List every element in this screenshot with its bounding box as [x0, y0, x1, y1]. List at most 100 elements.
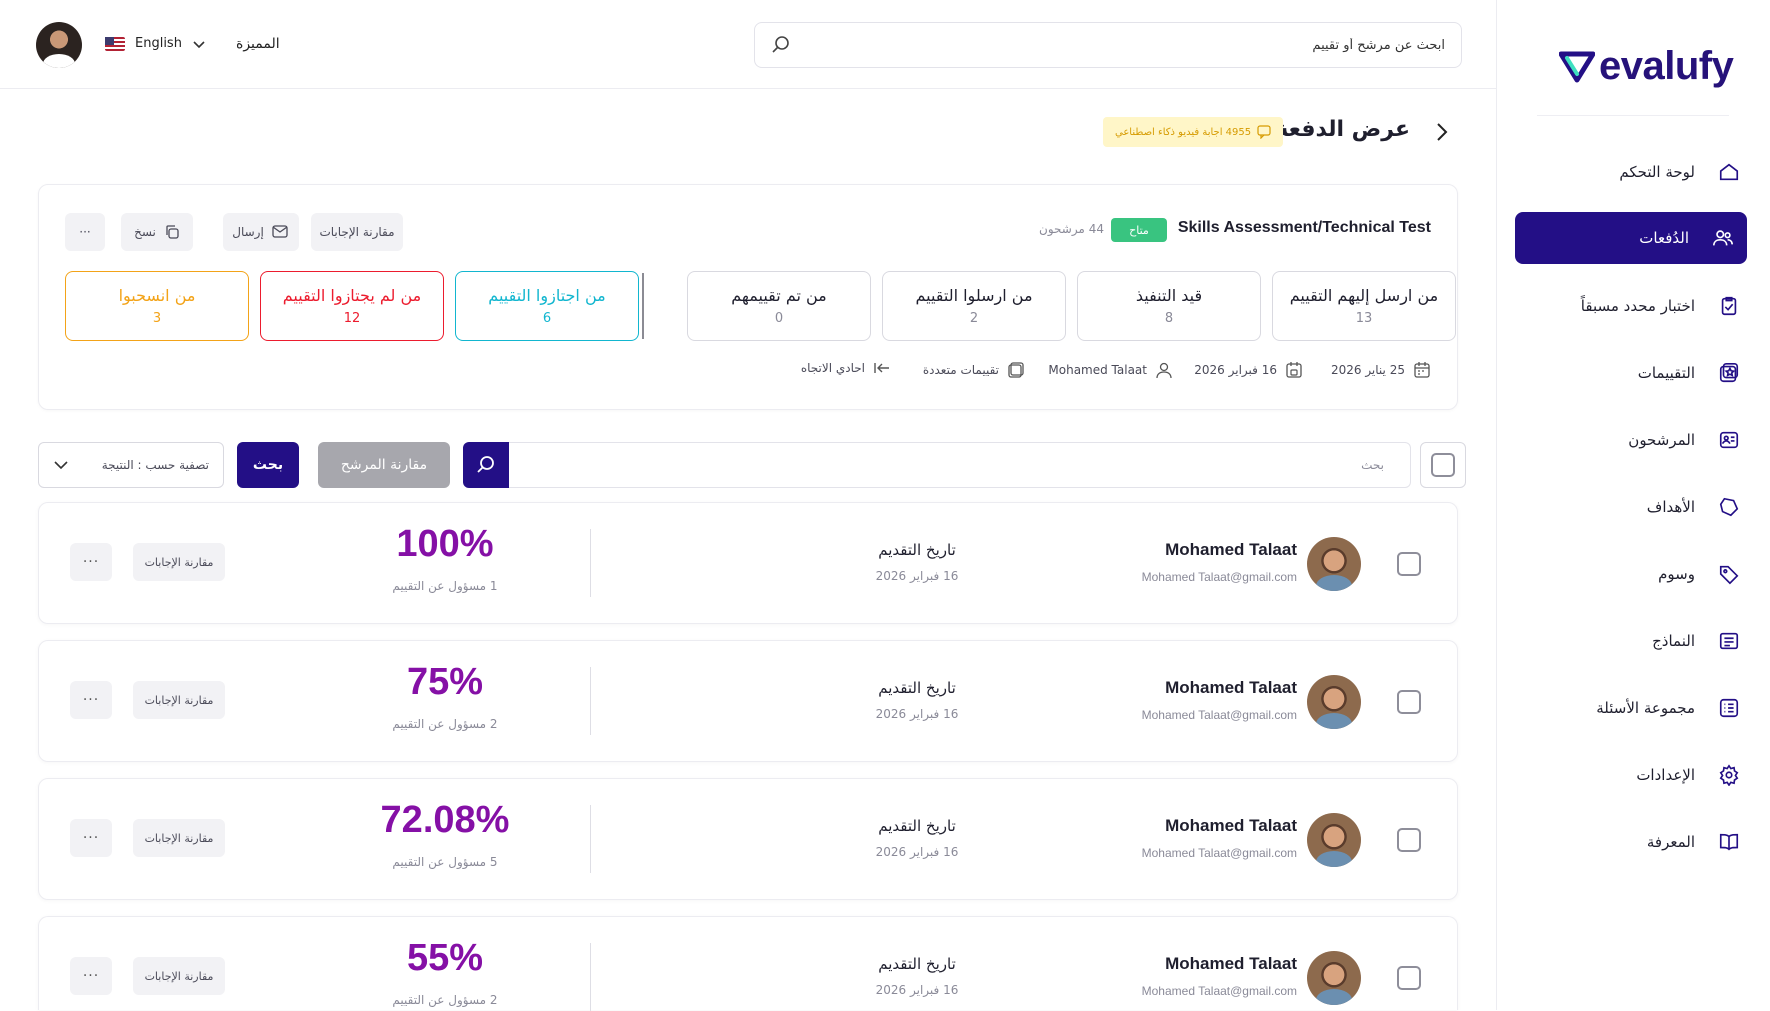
stat-passed[interactable]: من اجتازوا التقييم 6 — [455, 271, 639, 341]
sidebar-item-label: لوحة التحكم — [1619, 162, 1695, 181]
compare-answers-button[interactable]: مقارنة الإجابات — [133, 819, 225, 857]
more-actions-button[interactable]: ··· — [65, 213, 105, 251]
user-icon — [1156, 362, 1172, 379]
sort-label: تصفية حسب : النتيجة — [101, 458, 209, 472]
chevron-right-icon[interactable] — [1434, 121, 1450, 143]
sidebar-item-label: الأهداف — [1646, 497, 1695, 516]
ai-badge-text: 4955 اجابة فيديو ذكاء اصطناعي — [1115, 126, 1252, 138]
sidebar-item-goals[interactable]: الأهداف — [1497, 473, 1770, 540]
more-actions-button[interactable]: ··· — [70, 957, 112, 995]
global-search — [754, 22, 1462, 68]
stat-value: 13 — [1355, 311, 1373, 326]
end-date: 16 فبراير 2026 — [1194, 363, 1277, 377]
candidate-name[interactable]: Mohamed Talaat — [1165, 816, 1297, 835]
candidate-card[interactable]: Mohamed Talaat Mohamed Talaat@gmail.com … — [38, 502, 1458, 624]
compare-answers-button[interactable]: مقارنة الإجابات — [133, 957, 225, 995]
sidebar-item-assessments[interactable]: التقييمات — [1497, 339, 1770, 406]
stat-withdrawn[interactable]: من انسحبوا 3 — [65, 271, 249, 341]
sidebar-item-knowledge[interactable]: المعرفة — [1497, 808, 1770, 875]
sidebar-item-batches[interactable]: الدُفعات — [1515, 212, 1747, 264]
sidebar-item-settings[interactable]: الإعدادات — [1497, 741, 1770, 808]
more-actions-button[interactable]: ··· — [70, 681, 112, 719]
feature-link[interactable]: المميزة — [236, 36, 280, 52]
candidate-checkbox[interactable] — [1397, 690, 1421, 714]
candidate-card[interactable]: Mohamed Talaat Mohamed Talaat@gmail.com … — [38, 640, 1458, 762]
stat-submitted[interactable]: من ارسلوا التقييم 2 — [882, 271, 1066, 341]
candidate-card[interactable]: Mohamed Talaat Mohamed Talaat@gmail.com … — [38, 778, 1458, 900]
global-search-input[interactable] — [885, 37, 1445, 53]
sidebar-item-dashboard[interactable]: لوحة التحكم — [1497, 138, 1770, 205]
stat-sent[interactable]: من ارسل إليهم التقييم 13 — [1272, 271, 1456, 341]
sort-dropdown[interactable]: تصفية حسب : النتيجة — [38, 442, 224, 488]
compare-answers-button[interactable]: مقارنة الإجابات — [133, 681, 225, 719]
candidate-checkbox[interactable] — [1397, 966, 1421, 990]
sidebar-item-label: التقييمات — [1637, 363, 1695, 382]
users-icon — [1711, 226, 1735, 250]
stat-value: 3 — [152, 311, 162, 326]
candidate-card[interactable]: Mohamed Talaat Mohamed Talaat@gmail.com … — [38, 916, 1458, 1011]
checkbox[interactable] — [1431, 453, 1455, 477]
search-icon — [477, 456, 494, 473]
evaluators-count: 2 مسؤول عن التقييم — [392, 717, 498, 731]
search-icon[interactable] — [771, 35, 791, 55]
submission-date: 16 فبراير 2026 — [875, 983, 959, 997]
page-title: عرض الدفعة — [1275, 117, 1410, 142]
stat-label: من ارسلوا التقييم — [915, 286, 1033, 305]
candidate-checkbox[interactable] — [1397, 552, 1421, 576]
sidebar-item-predefined-test[interactable]: اختبار محدد مسبقاً — [1497, 272, 1770, 339]
stat-in-progress[interactable]: قيد التنفيذ 8 — [1077, 271, 1261, 341]
select-all-checkbox[interactable] — [1420, 442, 1466, 488]
copy-button[interactable]: نسخ — [121, 213, 193, 251]
tag-icon — [1717, 562, 1741, 586]
language-selector[interactable]: English — [105, 36, 206, 51]
stat-failed[interactable]: من لم يجتازوا التقييم 12 — [260, 271, 444, 341]
id-card-icon — [1717, 428, 1741, 452]
send-label: إرسال — [232, 225, 264, 239]
meta-owner: Mohamed Talaat — [1048, 361, 1173, 379]
more-actions-button[interactable]: ··· — [70, 819, 112, 857]
evaluators-count: 5 مسؤول عن التقييم — [392, 855, 498, 869]
compare-answers-button[interactable]: مقارنة الإجابات — [133, 543, 225, 581]
submission-date-label: تاريخ التقديم — [878, 817, 956, 835]
send-button[interactable]: إرسال — [223, 213, 299, 251]
candidate-name[interactable]: Mohamed Talaat — [1165, 540, 1297, 559]
calendar-icon — [1414, 362, 1430, 378]
sidebar-item-question-bank[interactable]: مجموعة الأسئلة — [1497, 674, 1770, 741]
candidate-score: 72.08% — [380, 799, 510, 841]
candidate-count: 44 مرشحون — [1039, 222, 1104, 236]
submission-date-label: تاريخ التقديم — [878, 955, 956, 973]
us-flag-icon — [105, 36, 125, 51]
owner-name: Mohamed Talaat — [1048, 363, 1147, 377]
sidebar-item-forms[interactable]: النماذج — [1497, 607, 1770, 674]
user-avatar[interactable] — [36, 22, 82, 68]
search-button[interactable]: بحث — [237, 442, 299, 488]
status-badge: متاح — [1111, 218, 1167, 242]
compare-answers-button[interactable]: مقارنة الإجابات — [311, 213, 403, 251]
more-actions-button[interactable]: ··· — [70, 543, 112, 581]
candidate-checkbox[interactable] — [1397, 828, 1421, 852]
card-divider — [590, 805, 591, 873]
form-icon — [1717, 629, 1741, 653]
chevron-down-icon — [193, 40, 205, 48]
compare-candidates-button[interactable]: مقارنة المرشح — [318, 442, 450, 488]
sidebar-item-candidates[interactable]: المرشحون — [1497, 406, 1770, 473]
candidate-score: 55% — [406, 937, 484, 979]
sidebar-item-tags[interactable]: وسوم — [1497, 540, 1770, 607]
candidate-search-button[interactable] — [463, 442, 509, 488]
batch-name: Skills Assessment/Technical Test — [1177, 219, 1431, 236]
meta-assessments: تقييمات متعددة — [923, 361, 1025, 379]
gear-icon — [1717, 763, 1741, 787]
copy-icon — [166, 225, 179, 239]
assessments-type: تقييمات متعددة — [922, 363, 999, 377]
evaluators-count: 2 مسؤول عن التقييم — [392, 993, 498, 1007]
evalufy-logo[interactable]: evalufy — [1559, 44, 1734, 89]
sidebar-item-label: مجموعة الأسئلة — [1596, 698, 1695, 717]
candidate-name[interactable]: Mohamed Talaat — [1165, 678, 1297, 697]
submission-date-label: تاريخ التقديم — [878, 679, 956, 697]
topbar: English المميزة — [0, 0, 1496, 89]
arrow-left-bar-icon — [874, 363, 889, 373]
direction-type: احادي الاتجاه — [800, 361, 865, 375]
stat-evaluated[interactable]: من تم تقييمهم 0 — [687, 271, 871, 341]
candidate-name[interactable]: Mohamed Talaat — [1165, 954, 1297, 973]
candidate-search-input[interactable] — [509, 442, 1411, 488]
